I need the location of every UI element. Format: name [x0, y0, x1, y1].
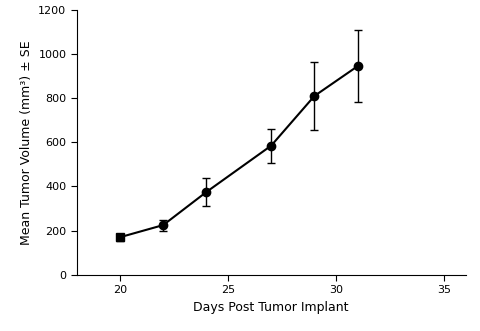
X-axis label: Days Post Tumor Implant: Days Post Tumor Implant	[193, 301, 349, 314]
Y-axis label: Mean Tumor Volume (mm³) ± SE: Mean Tumor Volume (mm³) ± SE	[20, 40, 33, 245]
